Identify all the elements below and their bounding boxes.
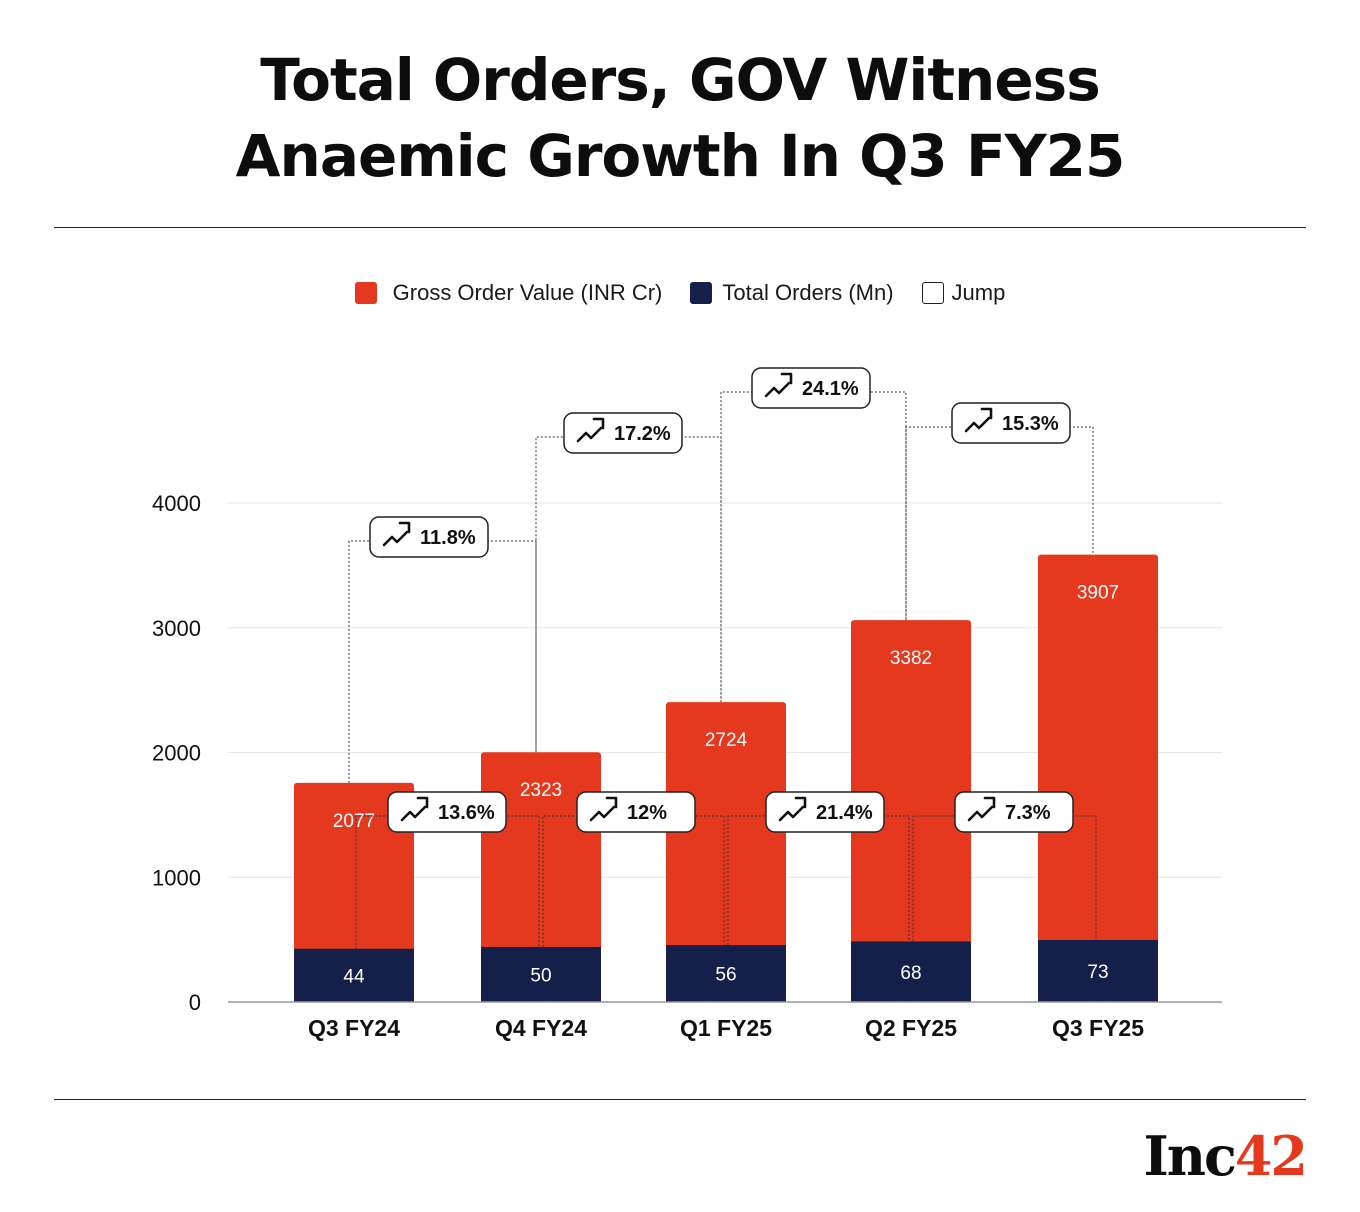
- orders-bar: [1038, 940, 1158, 1002]
- orders-bar: [481, 946, 601, 1002]
- x-tick-label: Q2 FY25: [865, 1015, 957, 1041]
- trend-up-icon: [964, 416, 991, 433]
- chart-title-line-1: Total Orders, GOV Witness: [260, 46, 1100, 114]
- gov-jump-callout-box: [751, 367, 871, 409]
- gov-jump-connector: [720, 391, 907, 703]
- gov-jump-callout-text: 15.3%: [1002, 413, 1059, 435]
- chart-title-line-2: Anaemic Growth In Q3 FY25: [235, 122, 1126, 190]
- gov-jump-callout-text: 24.1%: [802, 378, 859, 400]
- gov-jump-callout-text: 17.2%: [614, 423, 671, 445]
- legend-item-gov: Gross Order Value (INR Cr): [354, 280, 663, 306]
- inc42-logo: Inc42: [1143, 1124, 1308, 1188]
- orders-jump-callout-text: 7.3%: [1005, 802, 1051, 824]
- gov-jump-callout-box: [369, 516, 489, 558]
- trend-up-icon: [980, 407, 993, 420]
- orders-jump-connector: [727, 815, 910, 946]
- orders-value-label: 73: [1087, 962, 1108, 983]
- trend-up-icon: [605, 796, 618, 809]
- gov-jump-callout-text: 11.8%: [420, 527, 476, 549]
- orders-bar: [294, 948, 414, 1002]
- logo-accent: 42: [1234, 1124, 1308, 1188]
- x-tick-label: Q3 FY24: [308, 1015, 400, 1041]
- legend-item-orders: Total Orders (Mn): [690, 280, 894, 306]
- orders-jump-callout-box: [387, 791, 507, 833]
- gov-value-label: 2724: [705, 730, 748, 751]
- legend-item-jump: Jump: [921, 280, 1006, 306]
- y-tick-label: 0: [189, 990, 201, 1015]
- legend-label-jump: Jump: [951, 280, 1006, 305]
- trend-up-icon: [382, 530, 409, 547]
- trend-up-icon: [780, 372, 793, 385]
- gov-bar: [294, 782, 414, 1002]
- chart-legend: Gross Order Value (INR Cr) Total Orders …: [0, 280, 1360, 306]
- bottom-divider: [54, 1099, 1306, 1100]
- trend-up-icon: [589, 805, 616, 822]
- trend-up-icon: [967, 805, 994, 822]
- x-tick-label: Q4 FY24: [495, 1015, 587, 1041]
- legend-label-orders: Total Orders (Mn): [722, 280, 894, 305]
- trend-up-icon: [764, 381, 791, 398]
- gov-bar: [851, 620, 971, 1002]
- trend-up-icon: [398, 521, 411, 534]
- orders-bar: [851, 941, 971, 1002]
- trend-up-icon: [416, 796, 429, 809]
- y-tick-label: 4000: [152, 491, 201, 516]
- top-divider: [54, 227, 1306, 228]
- orders-jump-callout-text: 12%: [627, 802, 667, 824]
- y-tick-label: 2000: [152, 741, 201, 766]
- legend-swatch-orders: [690, 282, 713, 304]
- orders-value-label: 44: [343, 966, 365, 987]
- trend-up-icon: [983, 796, 996, 809]
- legend-swatch-jump: [921, 282, 944, 304]
- gov-jump-connector: [905, 426, 1094, 621]
- orders-jump-callout-text: 21.4%: [816, 802, 873, 824]
- y-tick-label: 1000: [152, 865, 201, 890]
- gov-bar: [666, 702, 786, 1002]
- x-tick-label: Q3 FY25: [1052, 1015, 1144, 1041]
- orders-value-label: 56: [715, 965, 736, 986]
- orders-jump-callout-text: 13.6%: [438, 802, 495, 824]
- chart-title: Total Orders, GOV Witness Anaemic Growth…: [0, 42, 1360, 194]
- trend-up-icon: [400, 805, 427, 822]
- y-tick-label: 3000: [152, 616, 201, 641]
- trend-up-icon: [794, 796, 807, 809]
- orders-bar: [666, 945, 786, 1002]
- gov-jump-connector: [348, 540, 537, 783]
- trend-up-icon: [592, 417, 605, 430]
- gov-bar: [481, 752, 601, 1002]
- trend-up-icon: [778, 805, 805, 822]
- gov-jump-callout-box: [563, 412, 683, 454]
- orders-jump-callout-box: [576, 791, 696, 833]
- logo-text: Inc: [1143, 1124, 1236, 1188]
- orders-jump-callout-box: [954, 791, 1074, 833]
- gov-jump-callout-box: [951, 402, 1071, 444]
- gov-value-label: 2077: [333, 811, 375, 832]
- orders-value-label: 68: [900, 963, 921, 984]
- gov-value-label: 2323: [520, 780, 562, 801]
- gov-bar: [1038, 554, 1158, 1002]
- orders-jump-callout-box: [765, 791, 885, 833]
- trend-up-icon: [576, 426, 603, 443]
- orders-value-label: 50: [530, 965, 551, 986]
- gov-value-label: 3907: [1077, 583, 1119, 604]
- gov-value-label: 3382: [890, 648, 932, 669]
- legend-swatch-gov: [354, 282, 377, 304]
- x-tick-label: Q1 FY25: [680, 1015, 772, 1041]
- legend-label-gov: Gross Order Value (INR Cr): [392, 280, 663, 305]
